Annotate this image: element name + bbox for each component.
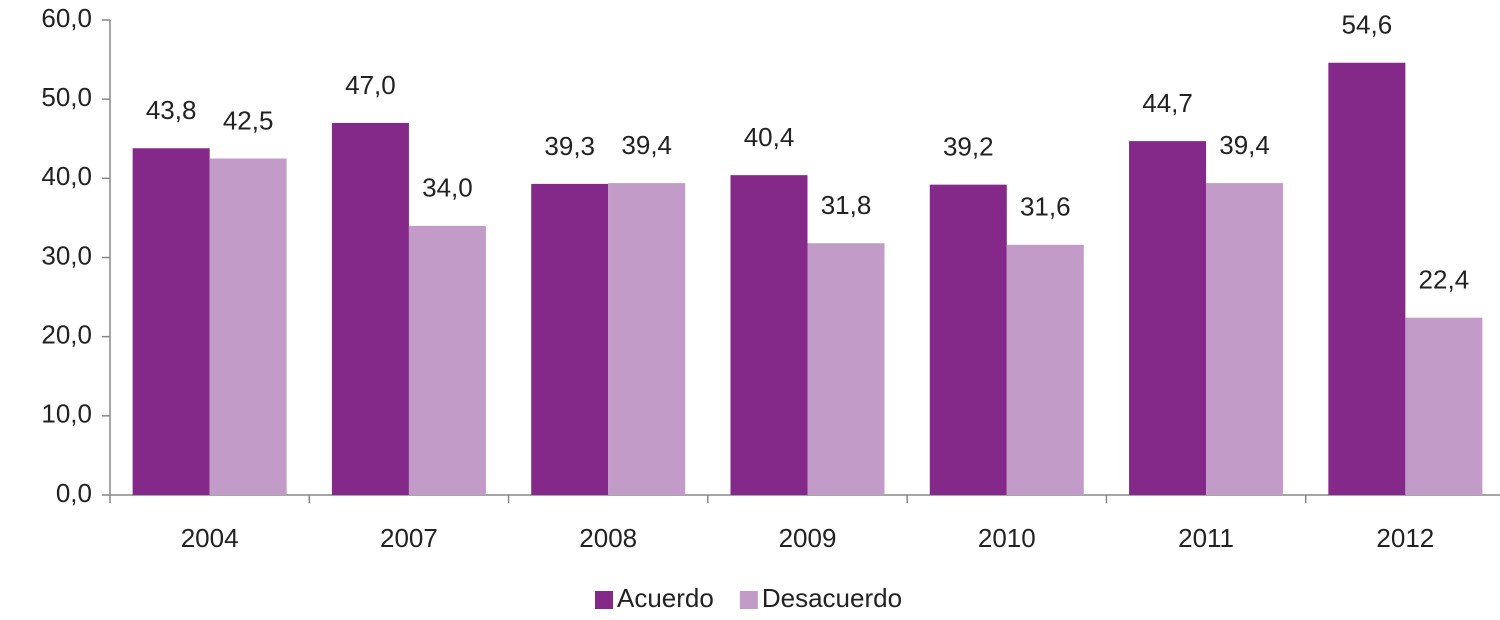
- x-tick-label: 2011: [1178, 523, 1234, 553]
- data-label: 39,4: [1219, 130, 1270, 160]
- legend-label: Desacuerdo: [762, 583, 902, 613]
- x-tick-label: 2004: [181, 523, 239, 553]
- y-tick-label: 60,0: [41, 3, 92, 33]
- data-label: 42,5: [223, 105, 274, 135]
- y-tick-label: 30,0: [41, 240, 92, 270]
- data-label: 39,4: [621, 130, 672, 160]
- bar: [331, 122, 409, 496]
- bar: [1328, 62, 1406, 495]
- bar: [132, 148, 210, 495]
- legend-swatch: [595, 591, 613, 609]
- bar: [608, 183, 686, 496]
- bar: [1405, 317, 1483, 495]
- bar: [209, 158, 287, 495]
- data-label: 34,0: [422, 173, 473, 203]
- x-tick-label: 2012: [1376, 523, 1434, 553]
- bar: [807, 243, 885, 495]
- y-tick-label: 10,0: [41, 399, 92, 429]
- x-tick-label: 2008: [579, 523, 637, 553]
- y-tick-label: 50,0: [41, 82, 92, 112]
- legend-label: Acuerdo: [617, 583, 714, 613]
- x-tick-label: 2010: [978, 523, 1036, 553]
- bar: [1006, 244, 1084, 495]
- data-label: 43,8: [146, 95, 197, 125]
- y-tick-label: 20,0: [41, 320, 92, 350]
- x-tick-label: 2007: [380, 523, 438, 553]
- bar: [1206, 183, 1284, 496]
- data-label: 22,4: [1419, 265, 1470, 295]
- data-label: 39,3: [544, 131, 595, 161]
- data-label: 39,2: [943, 132, 994, 162]
- data-label: 31,6: [1020, 192, 1071, 222]
- bar: [1129, 141, 1207, 495]
- data-label: 31,8: [821, 190, 872, 220]
- bar: [408, 225, 486, 496]
- data-label: 40,4: [744, 122, 795, 152]
- data-label: 47,0: [345, 70, 396, 100]
- y-tick-label: 40,0: [41, 161, 92, 191]
- bar: [730, 175, 808, 495]
- bar: [929, 184, 1007, 495]
- bar: [531, 183, 609, 495]
- data-label: 54,6: [1342, 10, 1393, 40]
- x-tick-label: 2009: [779, 523, 837, 553]
- data-label: 44,7: [1142, 88, 1193, 118]
- legend-swatch: [739, 591, 758, 609]
- y-tick-label: 0,0: [56, 478, 92, 508]
